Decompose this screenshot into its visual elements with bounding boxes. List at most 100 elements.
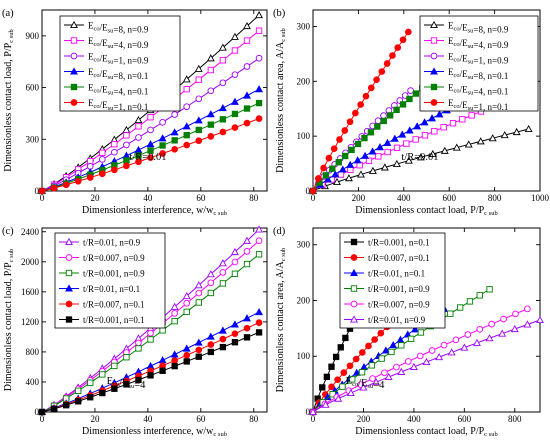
data-point <box>123 381 130 388</box>
data-point <box>378 355 385 362</box>
legend-label: Eco/Esu=8, n=0.1 <box>448 67 508 81</box>
data-point <box>243 324 251 332</box>
data-point <box>393 363 400 371</box>
data-point <box>111 385 118 392</box>
data-point <box>183 308 190 316</box>
panel-label: (a) <box>2 8 14 19</box>
data-point <box>488 320 495 328</box>
legend-box <box>419 15 539 112</box>
data-point <box>218 103 227 112</box>
legend-label: Eco/Esu=8, n=0.9 <box>88 21 149 35</box>
data-point <box>412 136 419 143</box>
data-point <box>206 54 215 62</box>
data-point <box>380 163 389 171</box>
data-point <box>361 151 370 159</box>
data-point <box>329 165 336 172</box>
legend-marker <box>430 37 438 44</box>
data-point <box>389 340 398 349</box>
data-point <box>123 354 130 361</box>
data-point <box>398 342 405 349</box>
x-tick-label: 600 <box>458 414 472 424</box>
data-point <box>368 166 377 174</box>
series-6 <box>309 28 412 195</box>
data-point <box>328 383 335 391</box>
data-point <box>367 84 375 92</box>
data-point <box>219 57 227 64</box>
data-point <box>319 384 326 391</box>
series-3 <box>38 54 263 195</box>
data-point <box>243 37 251 44</box>
data-point <box>183 103 191 111</box>
data-point <box>459 116 466 123</box>
legend-label: t/R=0.001, n=0.1 <box>83 315 145 325</box>
data-point <box>405 126 414 134</box>
data-point <box>111 148 118 156</box>
legend-label: t/R=0.007, n=0.1 <box>368 253 430 263</box>
data-point <box>357 101 365 108</box>
data-point <box>219 116 227 123</box>
data-point <box>331 170 340 178</box>
data-point <box>472 338 481 346</box>
data-point <box>147 147 154 154</box>
data-point <box>62 402 70 409</box>
chart-panel-2: (b) 0 200 400 600 800 1000 0 100 200 300 Dimensionl… <box>273 8 550 217</box>
data-point <box>171 111 178 118</box>
legend: t/R=0.001, n=0.1 t/R=0.007, n=0.1 t/R=0.01… <box>339 232 446 329</box>
legend-marker <box>350 268 358 277</box>
series-1 <box>309 124 533 195</box>
legend-marker <box>65 284 73 292</box>
data-point <box>420 118 429 126</box>
legend-marker <box>430 52 438 60</box>
data-point <box>485 334 494 342</box>
x-tick-label: 40 <box>143 414 153 424</box>
data-point <box>476 325 484 333</box>
data-point <box>243 260 251 268</box>
data-point <box>255 225 264 233</box>
data-point <box>388 348 395 356</box>
data-point <box>207 341 215 348</box>
data-point <box>416 153 425 161</box>
x-tick-label: 800 <box>508 414 522 424</box>
legend-marker <box>70 20 78 29</box>
data-point <box>123 162 130 170</box>
data-point <box>407 335 415 343</box>
data-point <box>243 248 251 255</box>
data-point <box>383 138 392 146</box>
data-point <box>183 86 190 93</box>
data-point <box>398 130 407 138</box>
data-point <box>159 327 166 334</box>
data-point <box>218 259 227 267</box>
y-tick-label: 0 <box>35 407 40 417</box>
data-point <box>135 123 142 130</box>
x-tick-label: 200 <box>352 193 366 203</box>
data-point <box>411 325 419 333</box>
legend-label: t/R=0.01, n=0.1 <box>83 284 140 294</box>
annotation: Eco/Esu=4 <box>346 376 386 391</box>
data-point <box>346 388 355 396</box>
legend-marker <box>65 269 73 277</box>
data-point <box>86 174 94 181</box>
data-point <box>440 146 449 154</box>
x-tick-label: 40 <box>143 193 153 203</box>
data-point <box>170 350 179 358</box>
legend-marker <box>350 254 358 261</box>
data-point <box>373 76 380 84</box>
data-point <box>404 156 413 164</box>
data-point <box>183 132 190 139</box>
data-point <box>365 342 372 350</box>
data-point <box>243 314 251 322</box>
legend-label: t/R=0.007, n=0.9 <box>83 253 145 263</box>
data-point <box>243 119 251 127</box>
data-point <box>243 21 251 30</box>
panel-label: (d) <box>273 226 286 237</box>
y-tick-label: 0 <box>306 186 311 196</box>
legend-label: t/R=0.001, n=0.9 <box>368 284 430 294</box>
data-point <box>325 154 333 162</box>
legend-label: Eco/Esu=1, n=0.1 <box>448 98 508 112</box>
data-point <box>231 258 239 266</box>
data-point <box>344 174 353 182</box>
y-tick-label: 900 <box>26 31 40 41</box>
data-point <box>147 154 154 162</box>
data-point <box>352 355 360 363</box>
